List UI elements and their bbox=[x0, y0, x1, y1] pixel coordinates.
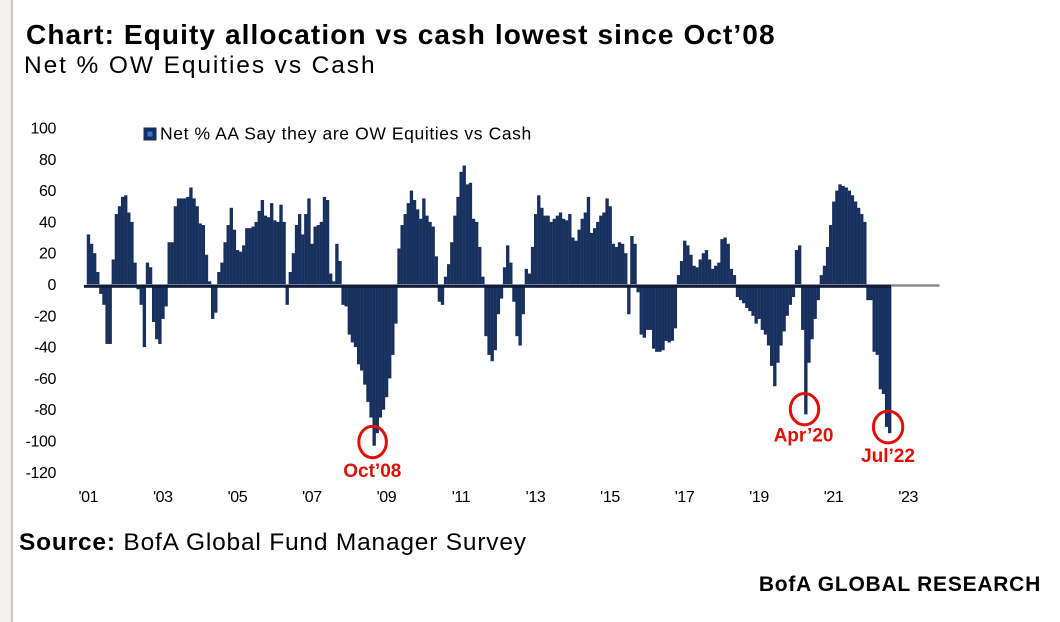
svg-text:-20: -20 bbox=[34, 308, 56, 325]
svg-text:-40: -40 bbox=[34, 340, 56, 357]
svg-text:100: 100 bbox=[31, 121, 57, 138]
svg-text:'17: '17 bbox=[675, 489, 695, 506]
svg-text:'15: '15 bbox=[600, 489, 620, 506]
svg-text:Oct’08: Oct’08 bbox=[343, 461, 401, 482]
svg-text:40: 40 bbox=[39, 214, 56, 231]
svg-text:60: 60 bbox=[39, 183, 56, 200]
svg-text:'11: '11 bbox=[452, 489, 471, 506]
svg-text:'21: '21 bbox=[824, 489, 844, 506]
svg-text:'09: '09 bbox=[377, 489, 397, 506]
svg-text:0: 0 bbox=[48, 277, 57, 294]
svg-text:'03: '03 bbox=[153, 489, 173, 506]
svg-text:-80: -80 bbox=[34, 402, 56, 419]
svg-text:-60: -60 bbox=[34, 371, 56, 388]
svg-text:Net % AA Say they are OW Equit: Net % AA Say they are OW Equities vs Cas… bbox=[160, 124, 532, 144]
svg-text:Jul’22: Jul’22 bbox=[861, 446, 915, 467]
svg-text:-120: -120 bbox=[26, 465, 57, 482]
svg-text:'01: '01 bbox=[78, 489, 98, 506]
svg-text:'23: '23 bbox=[898, 489, 918, 506]
svg-text:80: 80 bbox=[39, 152, 56, 169]
svg-text:'07: '07 bbox=[302, 489, 322, 506]
svg-text:'13: '13 bbox=[526, 489, 546, 506]
svg-text:-100: -100 bbox=[26, 434, 57, 451]
svg-text:20: 20 bbox=[39, 246, 56, 263]
svg-text:'19: '19 bbox=[749, 489, 769, 506]
svg-text:Apr’20: Apr’20 bbox=[774, 426, 834, 447]
svg-text:'05: '05 bbox=[228, 489, 248, 506]
